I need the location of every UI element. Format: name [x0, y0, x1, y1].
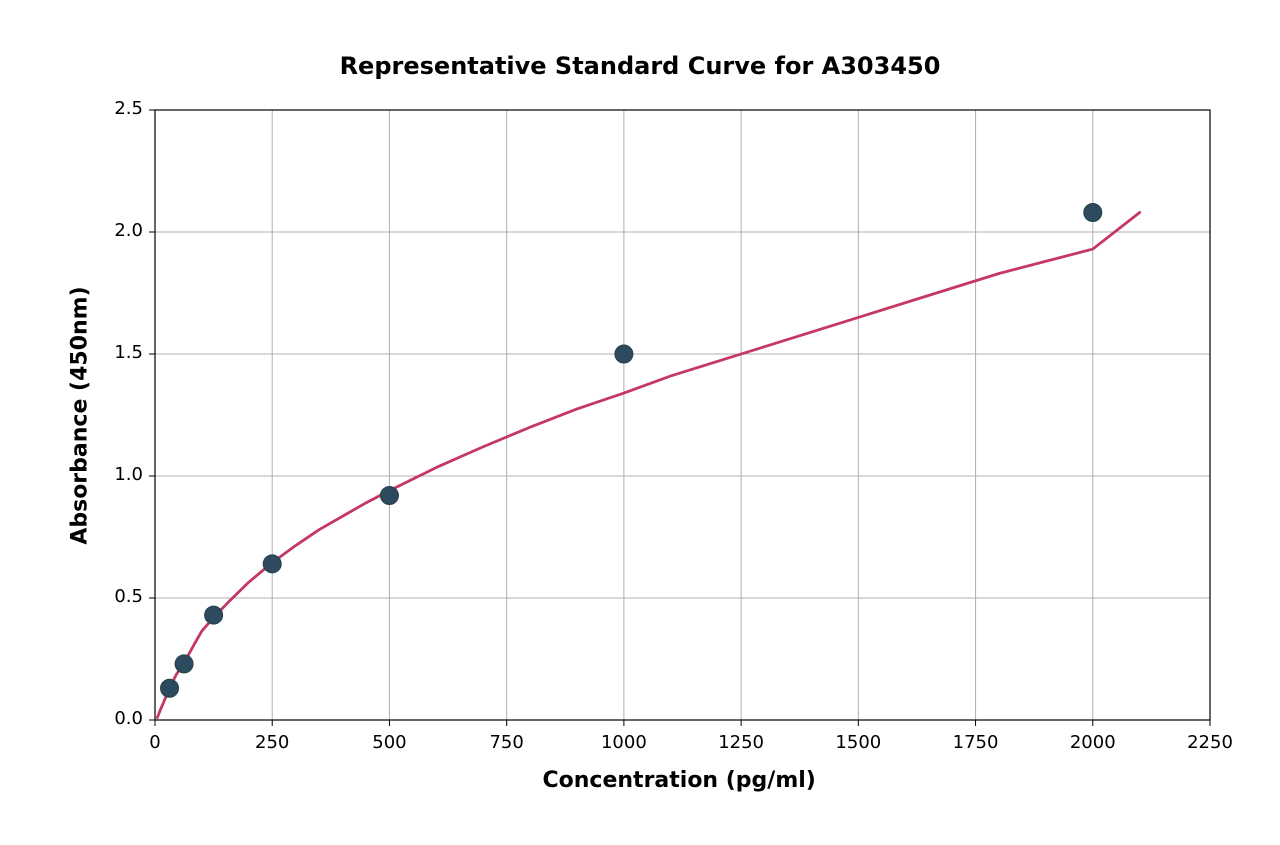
data-point [161, 679, 179, 697]
x-axis-label: Concentration (pg/ml) [543, 768, 816, 793]
x-tick-label: 0 [125, 732, 185, 753]
x-tick-label: 1750 [946, 732, 1006, 753]
x-tick-label: 1500 [828, 732, 888, 753]
data-point [263, 555, 281, 573]
y-tick-label: 1.0 [93, 464, 143, 485]
x-tick-label: 1000 [594, 732, 654, 753]
y-tick-label: 1.5 [93, 342, 143, 363]
x-tick-label: 2000 [1063, 732, 1123, 753]
data-point [205, 606, 223, 624]
chart-svg [0, 0, 1280, 845]
data-point [175, 655, 193, 673]
ticks-group [149, 110, 1210, 726]
fit-curve [157, 212, 1139, 717]
x-tick-label: 250 [242, 732, 302, 753]
y-tick-label: 0.5 [93, 586, 143, 607]
y-axis-label: Absorbance (450nm) [68, 286, 93, 546]
y-tick-label: 0.0 [93, 708, 143, 729]
axes-group [155, 110, 1210, 720]
grid-group [155, 110, 1210, 720]
y-tick-label: 2.5 [93, 98, 143, 119]
chart-container: Representative Standard Curve for A30345… [0, 0, 1280, 845]
scatter-points [161, 203, 1102, 697]
curve-group [157, 212, 1139, 717]
data-point [1084, 203, 1102, 221]
y-tick-label: 2.0 [93, 220, 143, 241]
chart-title: Representative Standard Curve for A30345… [0, 52, 1280, 80]
x-tick-label: 500 [359, 732, 419, 753]
data-point [380, 487, 398, 505]
x-tick-label: 750 [477, 732, 537, 753]
x-tick-label: 1250 [711, 732, 771, 753]
data-point [615, 345, 633, 363]
x-tick-label: 2250 [1180, 732, 1240, 753]
